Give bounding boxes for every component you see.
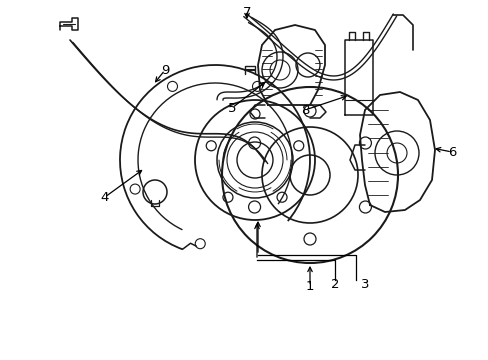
Text: 5: 5 bbox=[227, 102, 236, 114]
Text: 6: 6 bbox=[447, 145, 455, 158]
Text: 4: 4 bbox=[101, 190, 109, 203]
Text: 9: 9 bbox=[161, 63, 169, 77]
Text: 1: 1 bbox=[305, 279, 314, 292]
Text: 3: 3 bbox=[360, 279, 368, 292]
Text: 2: 2 bbox=[330, 279, 339, 292]
Text: 8: 8 bbox=[300, 104, 308, 117]
Text: 7: 7 bbox=[242, 5, 251, 18]
